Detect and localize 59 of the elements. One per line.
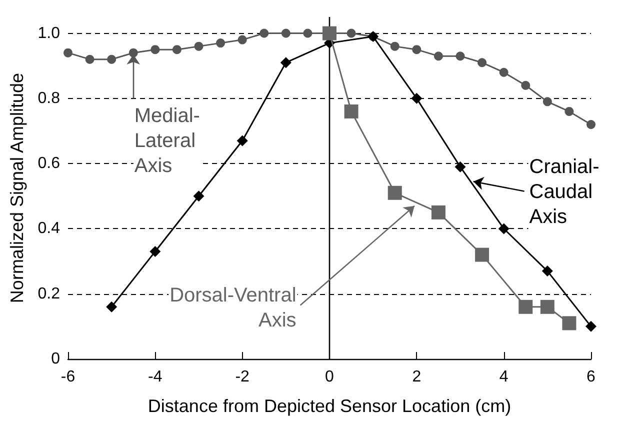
x-tick-label: 2 (412, 368, 422, 386)
y-tick-label: 0 (51, 350, 60, 368)
point (172, 45, 182, 54)
point (150, 246, 161, 258)
point (281, 28, 290, 38)
y-axis-title: Normalized Signal Amplitude (7, 72, 27, 304)
point (216, 38, 226, 48)
x-axis-title: Distance from Depicted Sensor Location (cm) (148, 396, 512, 416)
point (107, 54, 116, 64)
point (236, 135, 248, 146)
point (193, 190, 204, 202)
point (388, 186, 402, 200)
y-tick-label: 0.6 (38, 155, 60, 172)
point (586, 120, 596, 129)
point (344, 104, 358, 118)
point (564, 106, 574, 116)
point (454, 161, 466, 172)
legend-label: Cranial-Caudal Axis (529, 156, 600, 228)
point (106, 301, 118, 312)
point (150, 45, 160, 54)
point (518, 300, 533, 314)
y-tick-label: 1.0 (38, 24, 60, 42)
point (194, 42, 204, 51)
x-tick-label: 4 (499, 368, 508, 386)
x-tick-label: -2 (235, 368, 250, 386)
point (475, 248, 490, 262)
point (303, 28, 312, 38)
point (280, 57, 292, 68)
y-tick-label: 0.8 (38, 90, 60, 107)
point (64, 48, 72, 58)
x-tick-label: 6 (586, 368, 596, 386)
point (128, 48, 138, 58)
text: Dorsal-Ventral Axis (170, 284, 296, 332)
point (478, 58, 487, 68)
x-tick-label: 0 (325, 368, 334, 386)
point (498, 223, 510, 234)
point (456, 52, 465, 61)
point (499, 68, 508, 77)
point (434, 52, 443, 61)
y-tick-label: 0.2 (38, 285, 60, 302)
point (586, 320, 596, 332)
point (390, 42, 400, 51)
point (562, 316, 576, 330)
x-tick-label: -6 (60, 368, 76, 386)
point (412, 45, 422, 54)
point (542, 97, 552, 106)
x-tick-label: -4 (148, 368, 162, 386)
point (542, 266, 553, 277)
point (521, 80, 530, 90)
point (238, 35, 247, 44)
point (540, 300, 554, 314)
point (346, 28, 356, 38)
point (431, 205, 446, 220)
point (85, 54, 94, 64)
point (322, 26, 336, 40)
point (411, 92, 422, 104)
y-tick-label: 0.4 (38, 220, 60, 238)
text: Medial-Lateral Axis (134, 104, 200, 177)
point (260, 28, 269, 38)
